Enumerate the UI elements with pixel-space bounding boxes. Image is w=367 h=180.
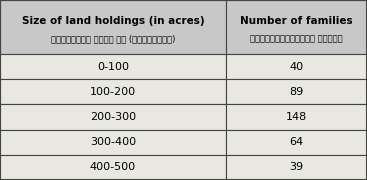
Text: 89: 89 [289, 87, 304, 97]
Text: 148: 148 [286, 112, 307, 122]
Bar [226, 130, 367, 155]
Text: 39: 39 [289, 162, 304, 172]
Bar [0, 130, 226, 155]
Text: Number of families: Number of families [240, 15, 353, 26]
Text: 0-100: 0-100 [97, 62, 129, 72]
Text: 400-500: 400-500 [90, 162, 136, 172]
Bar [0, 79, 226, 104]
Text: കുടുംബങ്ങളുടെ എണ്ണം: കുടുംബങ്ങളുടെ എണ്ണം [250, 34, 343, 43]
Text: 200-300: 200-300 [90, 112, 136, 122]
Text: 40: 40 [289, 62, 304, 72]
Bar [226, 54, 367, 79]
Bar [0, 54, 226, 79]
Bar [226, 0, 367, 54]
Bar [0, 155, 226, 180]
Bar [226, 155, 367, 180]
Bar [226, 104, 367, 130]
Bar [0, 0, 226, 54]
Bar [226, 79, 367, 104]
Text: Size of land holdings (in acres): Size of land holdings (in acres) [22, 15, 204, 26]
Text: 64: 64 [289, 137, 304, 147]
Text: ഭൂമിയുടെ അളവ് ന് (ഏക്കറില്‍): ഭൂമിയുടെ അളവ് ന് (ഏക്കറില്‍) [51, 34, 175, 43]
Text: 300-400: 300-400 [90, 137, 136, 147]
Text: 100-200: 100-200 [90, 87, 136, 97]
Bar [0, 104, 226, 130]
